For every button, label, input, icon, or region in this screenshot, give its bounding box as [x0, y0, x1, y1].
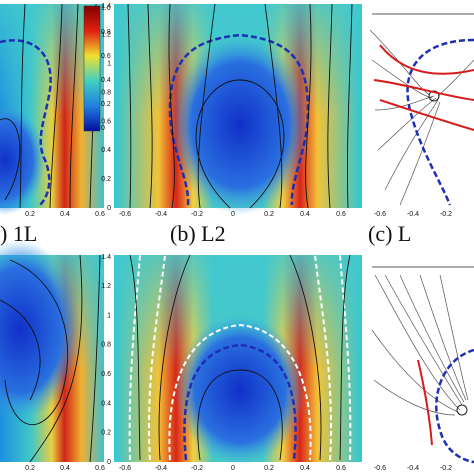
x-tick-label: 0 [231, 211, 235, 218]
panel-label: (b) L2 [170, 221, 226, 246]
panel-top-middle [114, 3, 362, 215]
x-tick-label: -0.6 [374, 465, 386, 472]
colorbar-tick: 0.8 [101, 29, 111, 36]
x-tick-label: -0.2 [440, 465, 452, 472]
x-tick-label: 0.2 [264, 465, 274, 472]
x-tick-label: -0.2 [191, 211, 203, 218]
colorbar-tick: 0.2 [101, 101, 111, 108]
x-tick-label: 0.4 [300, 211, 310, 218]
y-tick-label: 1.2 [101, 283, 111, 290]
colorbar-tick: 0.6 [101, 53, 111, 60]
x-tick-label: 0.6 [95, 211, 105, 218]
y-tick-label: 0.4 [101, 400, 111, 407]
y-tick-label: 0.4 [101, 147, 111, 154]
x-tick-label: 0.4 [60, 465, 70, 472]
x-tick-label: -0.6 [119, 211, 131, 218]
x-tick-label: 0.4 [60, 211, 70, 218]
x-tick-label: -0.6 [374, 211, 386, 218]
y-tick-label: 0 [107, 205, 111, 212]
x-tick-label: 0.2 [25, 465, 35, 472]
y-tick-label: 0.8 [101, 342, 111, 349]
x-tick-label: 0.4 [300, 465, 310, 472]
x-tick-label: -0.4 [407, 465, 419, 472]
panel-label: (c) L [368, 221, 411, 246]
x-tick-label: 0.6 [95, 465, 105, 472]
panel-bottom-left [0, 240, 104, 463]
x-tick-label: -0.4 [155, 211, 167, 218]
x-tick-label: 0.2 [264, 211, 274, 218]
x-tick-label: -0.6 [119, 465, 131, 472]
panel-label: ) 1L [0, 221, 37, 246]
ticks: 0.2 0.4 0.6 -0.6 -0.4 -0.2 0 0.2 0.4 0.61.41.210.… [0, 3, 452, 472]
colorbar-tick: 0 [101, 125, 105, 132]
x-tick-label: 0.6 [336, 465, 346, 472]
y-tick-label: 1.4 [101, 3, 111, 10]
panel-top-left [0, 3, 104, 215]
x-tick-label: -0.2 [191, 465, 203, 472]
y-tick-label: 0 [107, 459, 111, 466]
y-tick-label: 1 [107, 61, 111, 68]
x-tick-label: 0.2 [25, 211, 35, 218]
y-tick-label: 0.8 [101, 89, 111, 96]
x-tick-label: -0.4 [407, 211, 419, 218]
panel-bottom-middle [114, 254, 362, 465]
x-tick-label: -0.2 [440, 211, 452, 218]
y-tick-label: 0.6 [101, 371, 111, 378]
y-tick-label: 0.2 [101, 176, 111, 183]
y-tick-label: 1.2 [101, 32, 111, 39]
panel-bottom-right [366, 255, 474, 464]
x-tick-label: 0 [231, 465, 235, 472]
colorbar-tick: 0.4 [101, 77, 111, 84]
y-tick-label: 1.4 [101, 254, 111, 261]
y-tick-label: 0.2 [101, 430, 111, 437]
y-tick-label: 1 [107, 312, 111, 319]
panel-top-right [366, 4, 474, 208]
x-tick-label: 0.6 [336, 211, 346, 218]
y-tick-label: 0.6 [101, 118, 111, 125]
colorbar-tick: 1.0 [101, 5, 111, 12]
x-tick-label: -0.4 [155, 465, 167, 472]
